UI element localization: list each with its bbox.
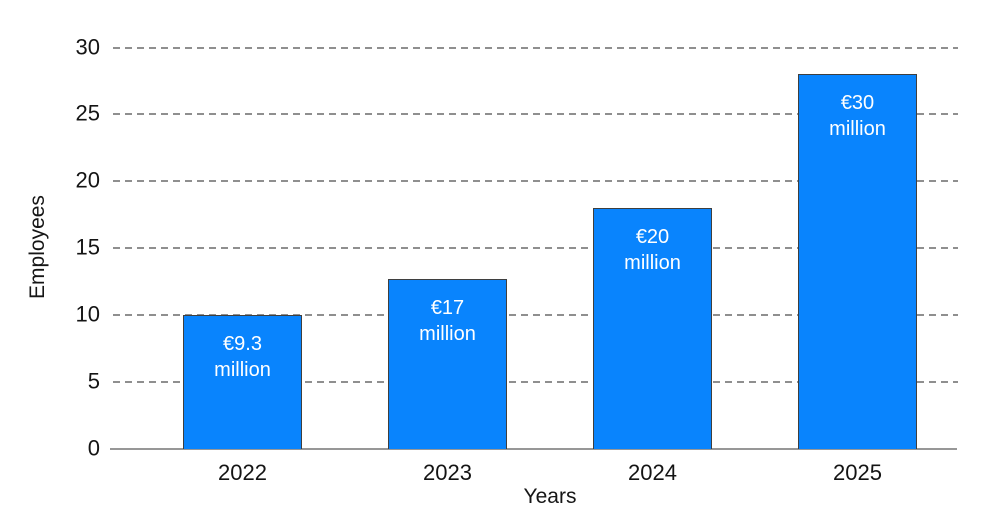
x-axis-line <box>110 448 957 450</box>
bar-2025: €30 million <box>798 74 917 449</box>
bar-value-label-line: €30 <box>840 92 875 115</box>
y-axis-tick-label: 0 <box>87 435 100 461</box>
bar-value-label-line: million <box>829 118 886 141</box>
gridline <box>113 180 958 183</box>
x-axis-tick-label: 2025 <box>833 460 882 485</box>
bar-value-label: €17 million <box>419 295 476 347</box>
bar-value-label: €30 million <box>829 90 886 142</box>
gridline <box>113 46 958 49</box>
gridline <box>113 314 958 317</box>
bar-2024: €20 million <box>593 208 712 449</box>
bar-value-label: €9.3 million <box>214 331 271 383</box>
gridline <box>113 113 958 116</box>
bar-2022: €9.3 million <box>183 315 302 449</box>
x-axis-title: Years <box>523 485 577 508</box>
x-axis-tick-label: 2024 <box>628 460 677 485</box>
bar-value-label-line: €17 <box>430 297 465 320</box>
y-axis-tick-label: 30 <box>75 33 100 59</box>
bar-value-label-line: €20 <box>635 226 670 249</box>
y-axis-tick-label: 10 <box>75 301 100 327</box>
y-axis-tick-label: 25 <box>75 100 100 126</box>
y-axis-tick-label: 20 <box>75 167 100 193</box>
y-axis-tick-label: 5 <box>87 368 100 394</box>
bar-value-label-line: million <box>419 323 476 346</box>
y-axis-tick-label: 15 <box>75 234 100 260</box>
gridline <box>113 247 958 250</box>
x-axis-tick-label: 2023 <box>423 460 472 485</box>
gridline <box>113 381 958 384</box>
x-axis-tick-label: 2022 <box>218 460 267 485</box>
bar-2023: €17 million <box>388 279 507 449</box>
bar-value-label-line: €9.3 <box>223 333 262 356</box>
bar-value-label-line: million <box>624 252 681 275</box>
bar-value-label-line: million <box>214 359 271 382</box>
bar-value-label: €20 million <box>624 224 681 276</box>
